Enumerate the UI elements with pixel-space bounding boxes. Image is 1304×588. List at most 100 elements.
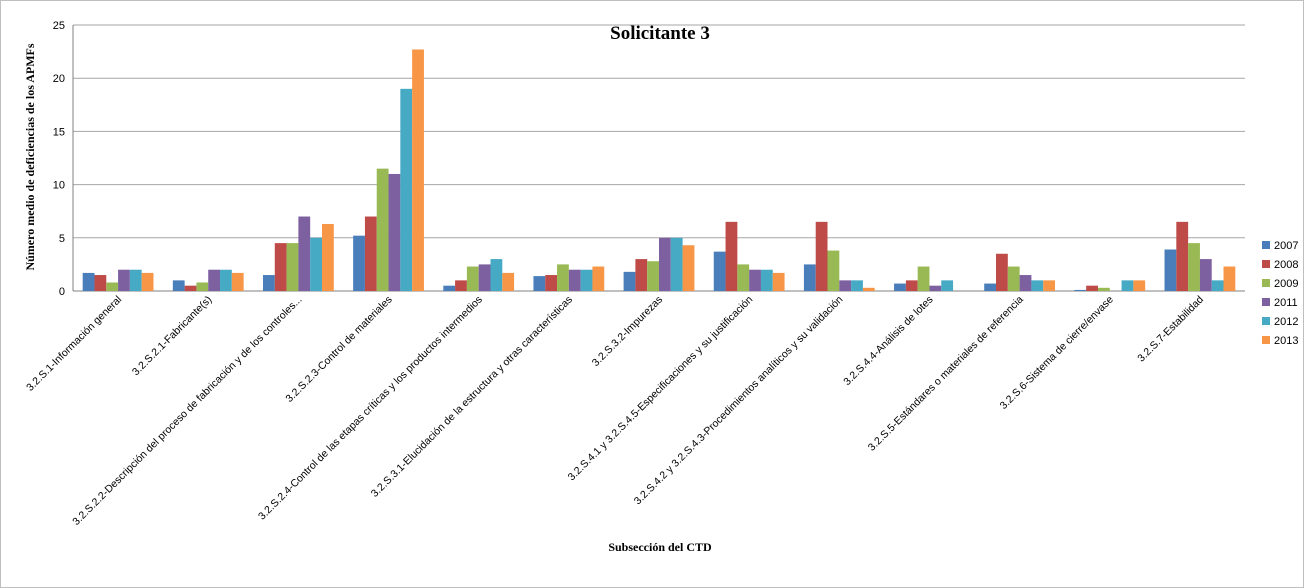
bar-2013 [1043,280,1056,291]
y-tick-label: 20 [53,73,65,85]
x-tick-label: 3.2.S.3.2-Impurezas [590,294,665,369]
y-tick-label: 5 [59,233,65,245]
y-tick-label: 25 [53,20,65,32]
bar-2011 [1019,275,1032,291]
bar-2009 [827,250,840,291]
y-tick-label: 10 [53,180,65,192]
bar-2008 [94,275,107,291]
bar-2012 [1211,280,1224,291]
bar-2013 [231,272,244,291]
bar-2011 [478,264,491,291]
bar-2009 [647,261,659,291]
x-axis-label: Subsección del CTD [608,540,712,554]
bar-2011 [1199,259,1212,291]
bar-2011 [839,280,852,291]
bar-2008 [1176,221,1189,291]
legend-swatch-2007 [1262,241,1270,249]
bar-2009 [466,266,479,291]
bar-2008 [455,280,467,291]
bar-2013 [862,287,875,291]
bar-2008 [274,243,287,291]
bar-2013 [141,272,154,291]
bar-2011 [568,269,581,291]
x-tick-label: 3.2.S.5-Estándares o materiales de refer… [866,294,1026,454]
legend-label: 2008 [1274,259,1298,271]
legend-swatch-2008 [1262,260,1270,268]
legend-swatch-2013 [1262,336,1270,344]
bar-2009 [1007,266,1020,291]
bar-2009 [917,266,930,291]
bar-2009 [286,243,299,291]
bar-2009 [557,264,569,291]
x-tick-label: 3.2.S.4.4-Análisis de lotes [841,294,935,388]
bar-2012 [1031,280,1044,291]
x-tick-label: 3.2.S.3.1-Elucidación de la estructura y… [369,294,575,500]
bar-2008 [545,275,558,291]
bar-2007 [984,283,997,291]
x-tick-label: 3.2.S.1-Información general [24,294,124,394]
legend-label: 2013 [1274,335,1298,347]
bar-2012 [760,269,773,291]
bar-2008 [364,216,377,291]
bar-2009 [1188,243,1200,291]
bar-2007 [172,280,185,291]
bar-2012 [400,88,413,291]
bar-2008 [1086,285,1098,291]
bar-2008 [905,280,918,291]
bar-2009 [376,168,389,291]
bar-2007 [713,251,726,291]
bar-2013 [412,49,424,291]
bar-2013 [1223,266,1236,291]
bar-2007 [894,283,906,291]
bar-2007 [803,264,816,291]
y-axis-label: Número medio de deficiencias de los APMF… [23,43,37,270]
bar-2011 [749,269,761,291]
bar-2007 [1164,249,1177,291]
x-tick-label: 3.2.S.2.4-Control de las etapas críticas… [256,294,485,523]
x-tick-label: 3.2.S.7-Estabilidad [1135,294,1206,365]
y-tick-label: 15 [53,126,65,138]
bar-2008 [996,253,1008,291]
bar-2009 [196,282,209,291]
x-tick-label: 3.2.S.2.3-Control de materiales [283,294,394,405]
bar-2012 [580,269,593,291]
chart-title: Solicitante 3 [610,23,710,44]
bar-2007 [1074,289,1087,291]
bar-2011 [388,173,401,291]
bars [82,49,1236,291]
bar-2007 [82,272,95,291]
bar-2007 [443,285,456,291]
legend-label: 2012 [1274,316,1298,328]
bar-2008 [815,221,828,291]
legend-swatch-2011 [1262,298,1270,306]
bar-2011 [659,237,671,291]
bar-2011 [208,269,221,291]
bar-2012 [490,259,503,291]
legend: 2007 2008 2009 2011 2012 2013 [1262,240,1298,347]
bar-2007 [353,235,365,291]
bar-2007 [533,276,546,291]
bar-2012 [941,280,954,291]
bar-2009 [737,264,750,291]
bar-2013 [1133,280,1146,291]
bar-2011 [298,216,311,291]
bar-2007 [262,275,275,291]
x-tick-label: 3.2.S.4.2 y 3.2.S.4.3-Procedimientos ana… [632,294,846,508]
legend-swatch-2009 [1262,279,1270,287]
bar-2013 [502,272,515,291]
bar-2007 [623,271,636,291]
bar-2008 [725,221,738,291]
bar-2012 [1121,280,1134,291]
x-tick-label: 3.2.S.4.1 y 3.2.S.4.5-Especificaciones y… [566,294,756,484]
bar-2012 [220,269,232,291]
bar-2013 [321,223,334,291]
legend-label: 2007 [1274,240,1298,252]
bar-2012 [670,237,683,291]
legend-swatch-2012 [1262,317,1270,325]
bar-2011 [118,269,130,291]
legend-label: 2011 [1274,297,1298,309]
y-tick-label: 0 [59,286,65,298]
y-tick-labels: 0 5 10 15 20 25 [53,20,65,298]
bar-2013 [682,245,695,291]
